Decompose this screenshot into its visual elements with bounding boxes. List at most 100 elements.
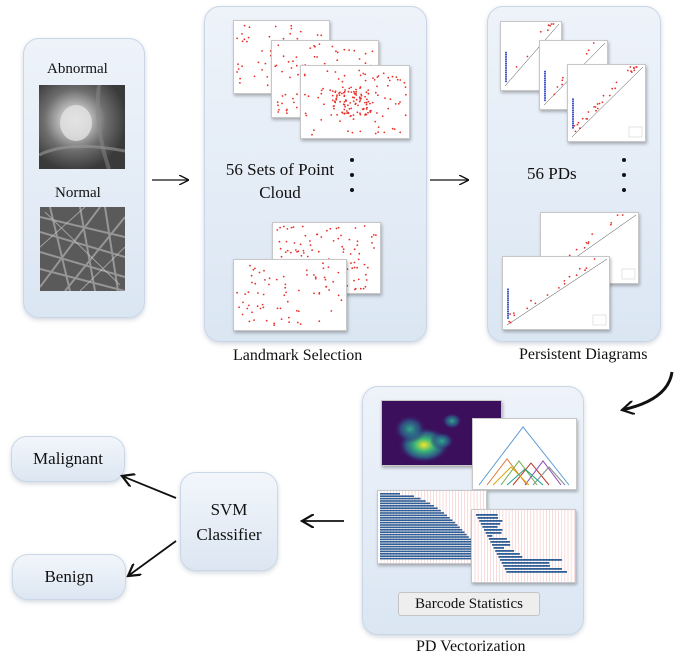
point-marker — [343, 90, 346, 93]
point-marker — [359, 99, 362, 101]
point-marker — [365, 101, 368, 104]
point-marker — [303, 73, 306, 76]
pd-point — [507, 310, 509, 313]
point-marker — [278, 108, 280, 111]
point-marker — [248, 320, 251, 323]
point-marker — [358, 96, 361, 98]
point-marker — [399, 79, 402, 81]
barcode-bar — [380, 545, 477, 548]
pd-point — [505, 53, 507, 56]
point-marker — [371, 242, 373, 244]
point-marker — [300, 254, 303, 257]
point-marker — [299, 243, 302, 246]
point-marker — [297, 250, 300, 253]
pd-point — [585, 52, 588, 55]
arrow-pd-to-vectorization — [622, 371, 674, 410]
point-marker — [292, 226, 295, 228]
point-marker — [375, 234, 377, 236]
pd-point — [608, 94, 611, 97]
pd-point — [505, 56, 507, 58]
barcode-bar — [380, 507, 438, 509]
pd-point — [585, 118, 588, 120]
point-marker — [374, 91, 377, 94]
pd-point — [587, 241, 590, 243]
point-marker — [335, 50, 337, 53]
point-marker — [366, 98, 368, 101]
point-marker — [305, 269, 308, 272]
point-marker — [249, 264, 251, 267]
pd-point — [507, 308, 509, 311]
legend-box — [592, 314, 607, 326]
point-marker — [376, 85, 378, 88]
point-marker — [365, 279, 368, 281]
pd-point — [572, 107, 574, 109]
point-marker — [284, 286, 287, 289]
pd-point — [505, 67, 507, 69]
pd-point — [556, 86, 559, 88]
pd-point — [572, 104, 574, 107]
pd-point — [572, 118, 574, 120]
point-marker — [332, 280, 335, 283]
pd-point — [507, 306, 509, 308]
pd-point — [505, 51, 507, 54]
point-marker — [296, 251, 298, 253]
point-marker — [343, 94, 346, 97]
point-marker — [237, 63, 239, 66]
point-marker — [366, 106, 368, 109]
point-marker — [313, 129, 315, 132]
barcode-bar — [380, 536, 469, 538]
point-marker — [251, 281, 253, 284]
point-marker — [238, 306, 240, 309]
point-marker — [295, 64, 298, 67]
point-marker — [268, 277, 271, 280]
point-marker — [348, 49, 350, 51]
pd-point — [544, 86, 546, 88]
point-marker — [257, 292, 259, 294]
point-marker — [374, 132, 377, 135]
point-marker — [278, 240, 281, 243]
point-marker — [313, 274, 315, 276]
pd-point — [615, 81, 618, 84]
point-marker — [293, 101, 295, 104]
pd-point — [572, 102, 574, 105]
point-marker — [362, 287, 365, 290]
point-marker — [320, 119, 323, 121]
point-marker — [264, 279, 266, 281]
point-marker — [351, 267, 354, 270]
point-marker — [298, 289, 300, 292]
pd-card — [567, 64, 646, 142]
abnormal-mammogram-image — [39, 85, 125, 169]
pd-point — [509, 321, 512, 324]
pd-point — [507, 314, 509, 317]
pd-point — [505, 80, 507, 83]
point-marker — [326, 229, 328, 232]
point-marker — [317, 96, 320, 99]
point-marker — [362, 108, 364, 111]
point-marker — [357, 104, 359, 107]
point-marker — [405, 93, 407, 96]
point-marker — [296, 309, 298, 312]
point-marker — [304, 93, 306, 96]
point-marker — [341, 86, 344, 89]
point-marker — [290, 24, 293, 27]
pd-point — [572, 111, 574, 114]
pd-point — [596, 107, 599, 110]
point-marker — [302, 252, 305, 254]
point-marker — [248, 26, 251, 29]
point-marker — [286, 112, 288, 114]
pd-point — [505, 64, 507, 67]
point-marker — [306, 274, 308, 276]
point-marker — [353, 92, 356, 95]
point-marker — [335, 227, 338, 230]
pd-point — [587, 242, 589, 245]
point-marker — [287, 60, 290, 63]
pd-point — [616, 214, 619, 216]
barcode-bar — [485, 532, 502, 534]
pd-point — [572, 120, 574, 123]
point-marker — [358, 252, 361, 255]
point-marker — [314, 276, 317, 279]
point-marker — [283, 294, 286, 297]
point-marker — [358, 100, 361, 103]
point-marker — [304, 112, 307, 115]
point-marker — [350, 107, 353, 110]
